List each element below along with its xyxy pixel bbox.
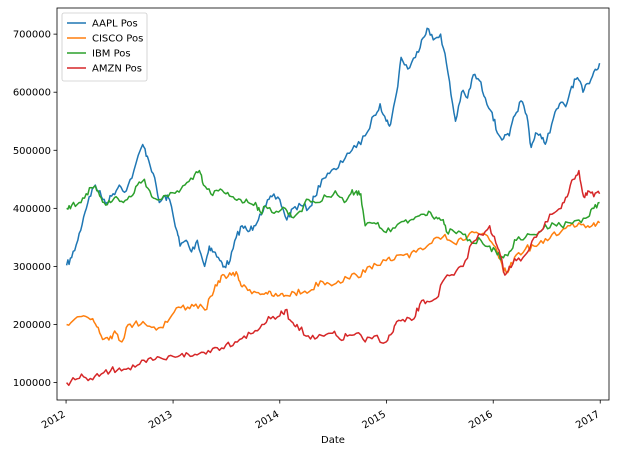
plot-frame — [56, 7, 610, 401]
y-tick-label: 600000 — [13, 88, 51, 99]
y-tick-label: 700000 — [13, 30, 51, 41]
y-tick-label: 100000 — [13, 378, 51, 389]
y-tick-label: 400000 — [13, 204, 51, 215]
legend-label: CISCO Pos — [92, 34, 143, 45]
series-line-1 — [65, 27, 601, 269]
y-axis: 100000 200000 300000 400000 500000 600000 7000… — [13, 30, 57, 389]
legend-label: AMZN Pos — [92, 64, 142, 75]
y-tick-label: 200000 — [13, 320, 51, 331]
y-tick-label: 500000 — [13, 146, 51, 157]
series-layer — [65, 27, 601, 387]
series-line-4 — [66, 169, 601, 387]
legend-box — [61, 12, 148, 82]
y-tick-label: 300000 — [13, 262, 51, 273]
legend: AAPL Pos CISCO Pos IBM Pos AMZN Pos — [61, 12, 148, 82]
legend-label: IBM Pos — [92, 49, 131, 60]
series-line-3 — [66, 169, 600, 261]
legend-label: AAPL Pos — [92, 19, 138, 30]
x-axis-label: Date — [321, 435, 345, 446]
